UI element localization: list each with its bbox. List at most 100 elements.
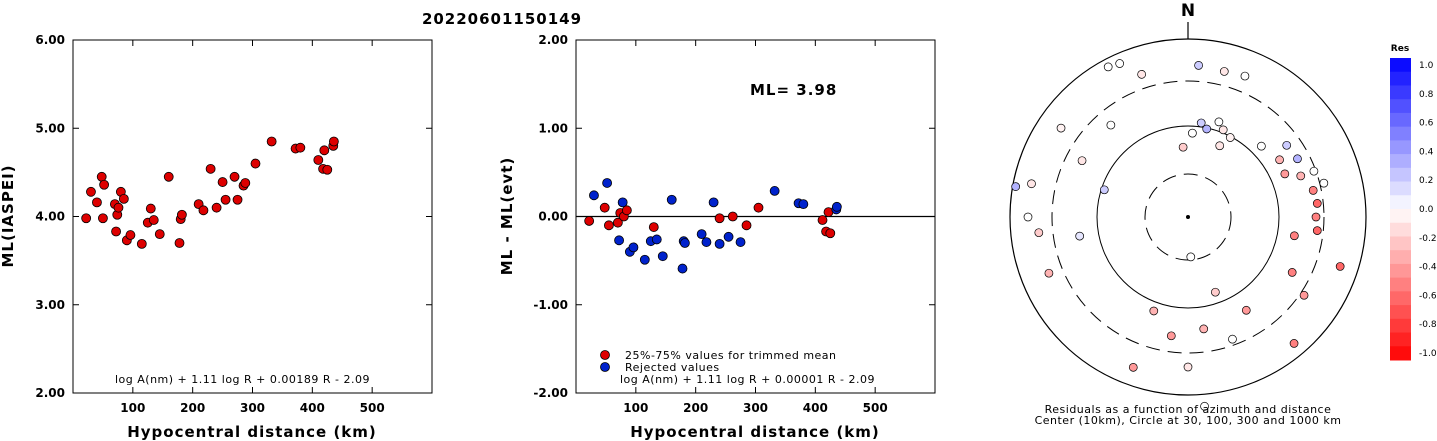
polar-point (1077, 156, 1087, 166)
colorbar-cell (1390, 99, 1411, 114)
data-point (589, 190, 599, 201)
data-point (735, 237, 746, 247)
data-point (217, 177, 228, 187)
polar-point (1166, 331, 1176, 341)
north-label: N (1181, 1, 1195, 21)
colorbar-cell (1390, 209, 1411, 224)
colorbar-cell (1390, 71, 1411, 86)
polar-point (1311, 212, 1321, 222)
data-point (696, 229, 707, 240)
x-tick-label: 500 (863, 401, 888, 415)
polar-point (1103, 62, 1113, 72)
legend-label-trimmed: 25%-75% values for trimmed mean (625, 349, 837, 362)
colorbar-label: 0.4 (1419, 147, 1434, 157)
polar-point (1027, 179, 1036, 189)
data-point (604, 220, 614, 231)
data-point (176, 209, 187, 220)
colorbar-label: -0.2 (1419, 234, 1437, 244)
colorbar-label: 0.6 (1419, 119, 1434, 129)
colorbar-cell (1390, 291, 1411, 306)
data-point (118, 193, 129, 204)
x-tick-label: 200 (683, 401, 708, 415)
data-point (295, 142, 306, 153)
data-point (266, 136, 277, 147)
polar-point (1034, 228, 1044, 238)
polar-point (1178, 142, 1188, 152)
data-point (113, 202, 124, 213)
colorbar-title: Res (1391, 44, 1409, 54)
colorbar-cell (1390, 318, 1411, 334)
colorbar-cell (1390, 346, 1411, 361)
colorbar-cell (1390, 154, 1411, 169)
data-point (211, 202, 222, 213)
data-point (232, 194, 243, 205)
data-point (599, 202, 610, 213)
polar-point (1312, 199, 1322, 208)
formula-text: log A(nm) + 1.11 log R + 0.00001 R - 2.0… (620, 373, 875, 386)
polar-point (1011, 182, 1021, 191)
data-point (98, 213, 108, 224)
polar-point (1240, 71, 1250, 81)
data-point (584, 216, 595, 226)
data-point (240, 178, 251, 188)
y-tick-label: -1.00 (533, 298, 568, 312)
x-tick-label: 500 (360, 401, 385, 415)
data-point (92, 197, 102, 208)
data-point (741, 220, 752, 231)
data-point (769, 186, 780, 196)
colorbar-label: -0.6 (1419, 291, 1437, 301)
colorbar-label: -0.4 (1419, 263, 1437, 273)
polar-point (1188, 128, 1197, 138)
y-tick-label: 5.00 (35, 121, 65, 135)
data-point (602, 178, 613, 188)
data-point (250, 158, 261, 169)
x-tick-label: 100 (120, 401, 145, 415)
polar-point (1241, 305, 1251, 315)
colorbar-label: 1.0 (1419, 61, 1434, 71)
colorbar-label: 0.0 (1419, 205, 1434, 215)
polar-point (1186, 252, 1196, 262)
polar-point (1309, 166, 1319, 176)
formula-text: log A(nm) + 1.11 log R + 0.00189 R - 2.0… (115, 373, 370, 386)
polar-point (1228, 334, 1237, 344)
polar-point (1312, 226, 1322, 235)
polar-caption-line1: Residuals as a function of azimuth and d… (1045, 403, 1332, 416)
polar-point (1023, 212, 1033, 222)
x-tick-label: 300 (240, 401, 265, 415)
polar-residual-plot: N Residuals as a function of azimuth and… (1009, 1, 1367, 427)
data-point (319, 145, 330, 156)
x-axis-title: Hypocentral distance (km) (630, 423, 880, 441)
polar-point (1199, 324, 1209, 334)
data-point (111, 226, 121, 237)
colorbar-cell (1390, 277, 1411, 292)
data-point (322, 164, 333, 175)
polar-point (1219, 67, 1229, 76)
data-point (628, 242, 639, 253)
y-tick-label: 6.00 (35, 33, 65, 47)
polar-point (1289, 339, 1299, 348)
legend-marker-rejected (600, 362, 610, 372)
polar-point (1115, 59, 1125, 68)
residual-colorbar: Res 1.0 0.8 0.6 0.4 0.2 0.0 -0.2 -0.4 -0.6 -0.8 -1… (1390, 44, 1437, 361)
data-point (163, 171, 174, 182)
figure-title: 20220601150149 (422, 10, 582, 28)
legend-label-rejected: Rejected values (625, 361, 720, 374)
polar-point (1106, 120, 1116, 130)
plot-frame (72, 39, 433, 394)
data-point (708, 197, 719, 208)
polar-point (1202, 124, 1212, 134)
x-tick-label: 100 (623, 401, 648, 415)
y-axis-title: ML(IASPEI) (0, 164, 17, 267)
colorbar-cell (1390, 305, 1411, 320)
panel-residual-vs-distance: -2.00 -1.00 0.00 1.00 2.00 100 200 300 400 500 M… (498, 33, 936, 441)
polar-point (1282, 140, 1292, 150)
polar-point (1225, 133, 1235, 142)
x-tick-label: 400 (300, 401, 325, 415)
polar-point (1319, 178, 1329, 188)
polar-point (1211, 287, 1220, 297)
colorbar-cell (1390, 263, 1411, 279)
data-point (614, 235, 624, 246)
polar-point (1075, 231, 1085, 241)
circle-100km (1096, 125, 1280, 309)
